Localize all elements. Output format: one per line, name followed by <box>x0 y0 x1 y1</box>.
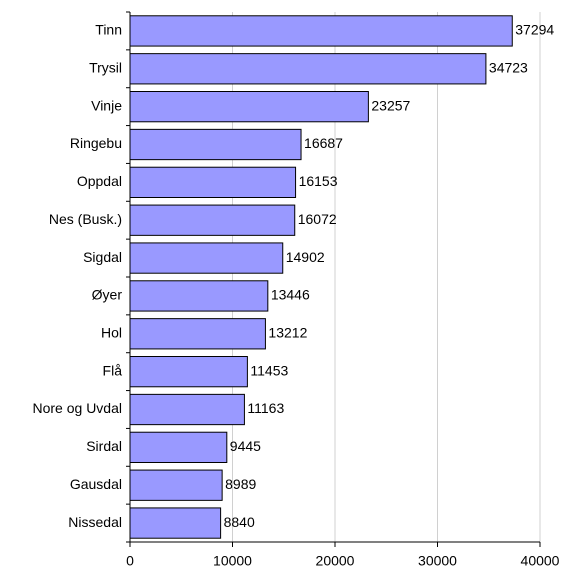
y-tick-label: Trysil <box>89 59 122 75</box>
y-tick-label: Øyer <box>92 287 123 303</box>
bar <box>129 15 513 47</box>
y-tick-label: Nes (Busk.) <box>49 211 122 227</box>
value-label: 23257 <box>371 97 410 113</box>
x-tick-label: 20000 <box>316 553 355 569</box>
value-label: 37294 <box>515 22 554 38</box>
value-label: 13212 <box>268 324 307 340</box>
value-label: 8989 <box>225 476 256 492</box>
value-label: 14902 <box>286 249 325 265</box>
bar <box>129 431 228 464</box>
y-tick-label: Nissedal <box>68 514 122 530</box>
bar <box>129 128 302 161</box>
value-label: 11453 <box>250 362 288 378</box>
bar <box>129 280 269 312</box>
value-label: 11163 <box>247 400 284 416</box>
y-tick-label: Flå <box>103 362 123 378</box>
x-tick-label: 10000 <box>213 553 252 569</box>
bar <box>129 469 223 501</box>
y-tick-label: Ringebu <box>70 135 122 151</box>
bar <box>129 242 284 274</box>
x-tick-label: 40000 <box>521 553 560 569</box>
y-tick-label: Sigdal <box>83 249 122 265</box>
y-tick-label: Sirdal <box>86 438 122 454</box>
y-tick-label: Vinje <box>91 97 122 113</box>
bar <box>129 507 222 539</box>
bar <box>129 393 245 426</box>
x-tick-label: 0 <box>126 553 134 569</box>
y-tick-label: Hol <box>101 324 122 340</box>
value-label: 13446 <box>271 287 310 303</box>
y-tick-label: Nore og Uvdal <box>33 400 123 416</box>
value-label: 16072 <box>298 211 337 227</box>
value-label: 9445 <box>230 438 261 454</box>
bar <box>129 166 297 198</box>
bar <box>129 318 266 350</box>
bar <box>129 53 487 85</box>
value-label: 34723 <box>489 59 528 75</box>
x-tick-label: 30000 <box>418 553 457 569</box>
value-label: 16687 <box>304 135 343 151</box>
y-tick-label: Oppdal <box>77 173 122 189</box>
y-tick-label: Tinn <box>95 22 122 38</box>
value-label: 16153 <box>299 173 338 189</box>
bar <box>129 204 296 236</box>
bar <box>129 91 369 123</box>
y-tick-label: Gausdal <box>70 476 122 492</box>
bar <box>129 356 248 388</box>
value-label: 8840 <box>224 514 255 530</box>
